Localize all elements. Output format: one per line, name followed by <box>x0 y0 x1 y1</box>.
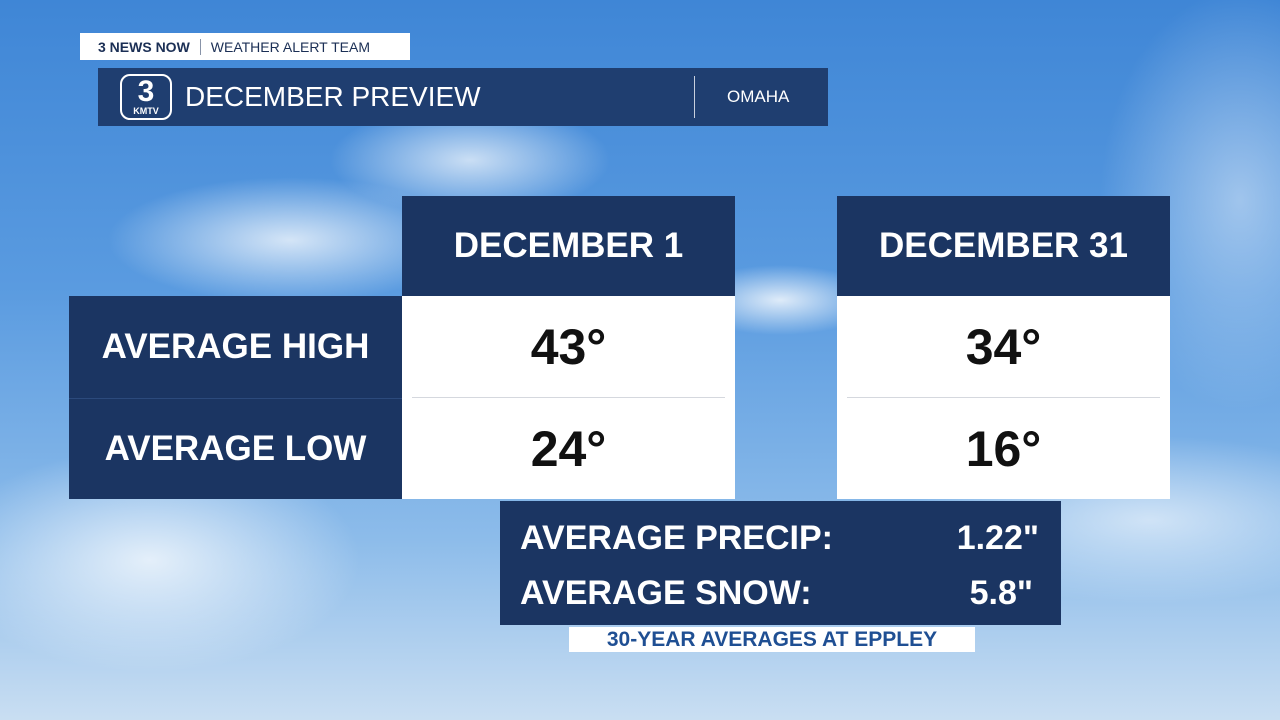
brand: 3 NEWS NOW <box>98 38 190 55</box>
title: DECEMBER PREVIEW <box>185 81 481 112</box>
total-value: 1.22" <box>956 519 1039 557</box>
logo-number: 3 <box>137 75 155 108</box>
totals-box: AVERAGE PRECIP: 1.22" AVERAGE SNOW: 5.8" <box>500 501 1061 625</box>
title-bar: 3 KMTV DECEMBER PREVIEW OMAHA <box>98 68 828 126</box>
row-label: AVERAGE LOW <box>69 398 402 499</box>
value-cell: 43° <box>530 318 607 375</box>
logo: 3 KMTV <box>120 74 172 120</box>
value-cell: 34° <box>965 318 1042 375</box>
column: 34° 16° <box>837 296 1170 499</box>
column-header: DECEMBER 31 <box>837 196 1170 296</box>
total-label: AVERAGE PRECIP: <box>520 519 833 557</box>
footer: 30-YEAR AVERAGES AT EPPLEY <box>569 627 975 652</box>
column: 43° 24° <box>402 296 735 499</box>
top-bar: 3 NEWS NOW WEATHER ALERT TEAM <box>80 33 410 60</box>
total-label: AVERAGE SNOW: <box>520 574 812 612</box>
column-header: DECEMBER 1 <box>402 196 735 296</box>
value-cell: 16° <box>965 420 1042 477</box>
row-label: AVERAGE HIGH <box>69 296 402 398</box>
value-cell: 24° <box>530 420 607 477</box>
team: WEATHER ALERT TEAM <box>210 38 371 55</box>
location: OMAHA <box>727 87 790 106</box>
total-value: 5.8" <box>969 574 1033 612</box>
logo-label: KMTV <box>133 106 159 116</box>
